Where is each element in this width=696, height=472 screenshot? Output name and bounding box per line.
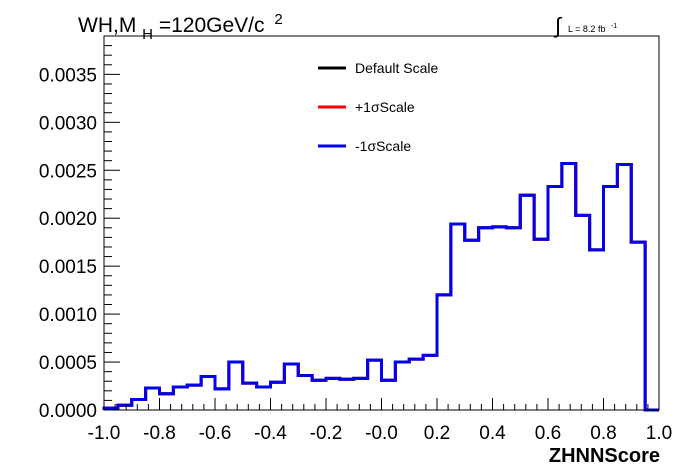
x-tick-label: -0.2 bbox=[310, 423, 343, 444]
y-tick-label: 0.0030 bbox=[39, 113, 97, 134]
x-tick-label: -0.8 bbox=[143, 423, 176, 444]
x-axis: -1.0 -0.8 -0.6 -0.4 -0.2 -0.0 0.2 0.4 0.6 0.8 1.0 bbox=[88, 398, 672, 444]
legend-label-1: +1σScale bbox=[355, 99, 415, 115]
luminosity-superscript: -1 bbox=[611, 23, 617, 30]
x-tick-label: 0.4 bbox=[479, 423, 506, 444]
series-line-2 bbox=[102, 162, 659, 412]
x-tick-label: -0.4 bbox=[254, 423, 287, 444]
x-tick-label: 0.8 bbox=[590, 423, 616, 444]
y-tick-label: 0.0005 bbox=[39, 353, 97, 374]
chart-title-main: WH,M bbox=[78, 14, 136, 37]
x-tick-label: -1.0 bbox=[88, 423, 121, 444]
x-tick-label: -0.0 bbox=[365, 423, 398, 444]
y-tick-label: 0.0000 bbox=[39, 401, 97, 422]
chart-title: WH,M H =120GeV/c 2 bbox=[78, 11, 283, 44]
y-tick-label: 0.0035 bbox=[39, 65, 97, 86]
x-tick-label: 0.6 bbox=[535, 423, 561, 444]
legend-label-2: -1σScale bbox=[355, 138, 411, 154]
y-tick-label: 0.0015 bbox=[39, 257, 97, 278]
legend-label-0: Default Scale bbox=[355, 60, 438, 76]
legend: Default Scale +1σScale -1σScale bbox=[318, 60, 438, 154]
luminosity-value: L = 8.2 fb bbox=[568, 24, 605, 34]
series-layer bbox=[102, 162, 659, 412]
y-tick-label: 0.0020 bbox=[39, 209, 97, 230]
chart-title-subscript: H bbox=[142, 26, 153, 43]
x-tick-label: -0.6 bbox=[199, 423, 232, 444]
chart-title-superscript: 2 bbox=[274, 11, 282, 28]
x-tick-label: 1.0 bbox=[646, 423, 672, 444]
luminosity-text: L = 8.2 fb -1 bbox=[568, 23, 617, 34]
y-axis: 0.0000 0.0005 0.0010 0.0015 0.0020 0.0025 0.00… bbox=[39, 35, 120, 422]
y-tick-label: 0.0025 bbox=[39, 161, 97, 182]
integral-symbol: ∫ bbox=[553, 13, 563, 38]
x-axis-title: ZHNNScore bbox=[549, 445, 660, 467]
x-tick-label: 0.2 bbox=[424, 423, 450, 444]
y-tick-label: 0.0010 bbox=[39, 305, 97, 326]
chart-title-rest: =120GeV/c bbox=[159, 14, 265, 37]
luminosity-label: ∫ L = 8.2 fb -1 bbox=[553, 13, 617, 38]
